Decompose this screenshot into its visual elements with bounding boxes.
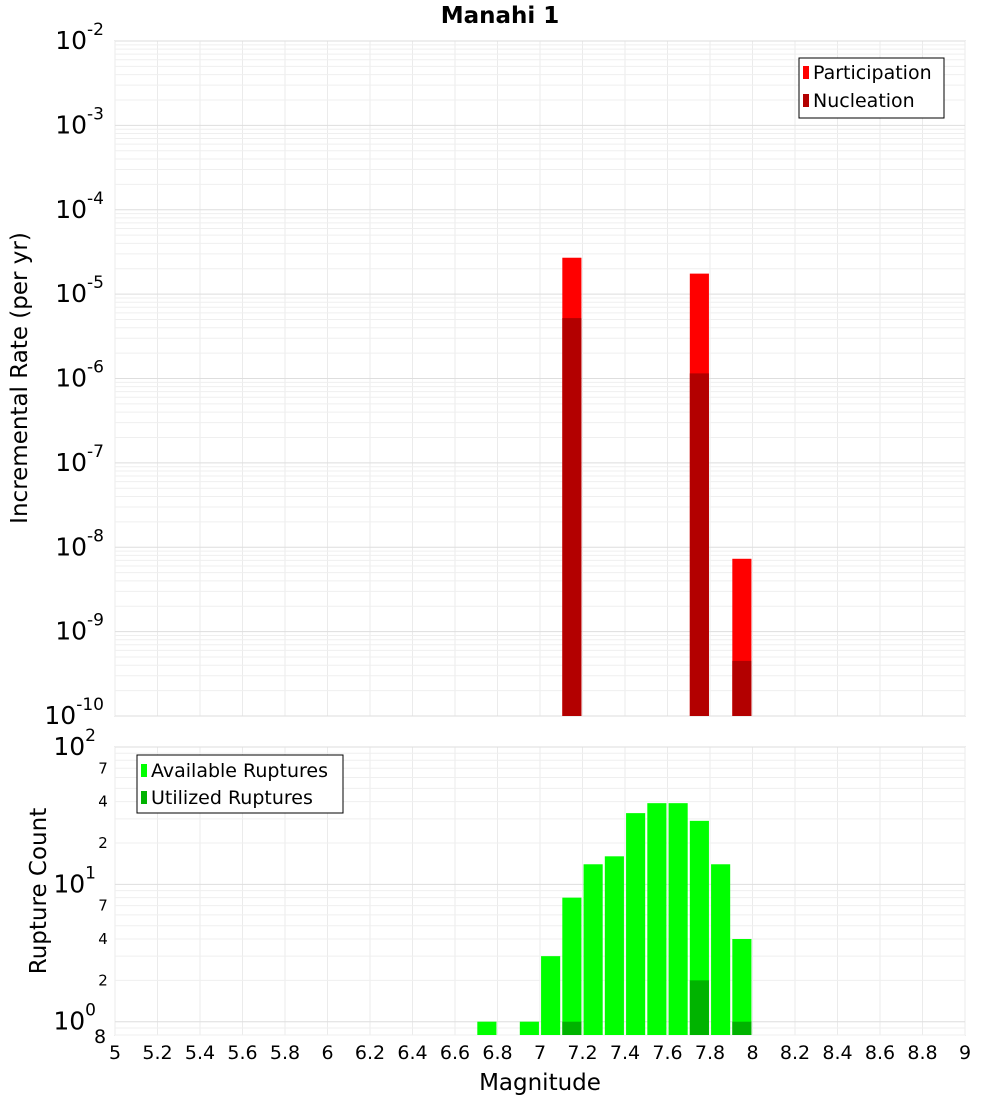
x-tick-label: 5.2 [142,1042,172,1064]
legend-label-available: Available Ruptures [151,760,328,782]
nucleation-bar [732,660,752,716]
legend-label-participation: Participation [813,62,932,84]
bottom-y-min-label: 8 [94,1026,106,1048]
y-tick-label-minor: 4 [98,930,108,948]
available-ruptures-bar [477,1021,497,1035]
y-tick-label: 10-8 [55,526,104,561]
x-tick-label: 6.8 [482,1042,512,1064]
y-tick-label: 10-4 [55,189,104,224]
y-tick-label: 102 [53,726,96,761]
x-tick-label: 8.6 [865,1042,895,1064]
bottom-legend: Available Ruptures Utilized Ruptures [136,754,344,814]
y-tick-label-minor: 4 [98,793,108,811]
x-tick-label: 7.4 [610,1042,640,1064]
y-tick-label-minor: 7 [98,897,108,915]
incremental-rate-plot: 10-10 10-9 10-8 10-7 10-6 10-5 10-4 10-3 10-2 In… [7,20,966,730]
top-y-axis-label: Incremental Rate (per yr) [7,232,33,524]
x-tick-label: 8.2 [780,1042,810,1064]
available-ruptures-bar [732,939,752,1035]
y-tick-label: 10-9 [55,611,104,646]
x-tick-label: 5 [109,1042,121,1064]
available-ruptures-bar [626,813,646,1035]
x-tick-label: 8.8 [907,1042,937,1064]
y-tick-label: 100 [53,1001,96,1036]
x-tick-label: 5.4 [185,1042,215,1064]
utilized-ruptures-bar [562,1021,582,1035]
available-ruptures-bar [604,856,624,1035]
top-legend: Participation Nucleation [798,57,945,119]
y-tick-label-minor: 2 [98,834,108,852]
x-tick-labels: 5 5.2 5.4 5.6 5.8 6 6.2 6.4 6.6 6.8 7 7.2 7.4 7.6 7.8 8… [109,1042,971,1064]
bottom-bars [477,803,752,1035]
x-tick-label: 8 [746,1042,758,1064]
bottom-y-axis-label: Rupture Count [26,808,52,974]
x-tick-label: 7.2 [567,1042,597,1064]
available-ruptures-bar [711,864,731,1035]
x-tick-label: 5.8 [270,1042,300,1064]
y-tick-label: 10-3 [55,104,104,139]
available-ruptures-bar [519,1021,539,1035]
y-tick-label: 101 [53,863,96,898]
available-ruptures-bar [583,864,603,1035]
x-tick-label: 7.6 [652,1042,682,1064]
nucleation-bar [689,373,709,716]
legend-swatch-available [141,764,147,777]
top-y-tick-labels: 10-10 10-9 10-8 10-7 10-6 10-5 10-4 10-3 10-2 [44,20,104,730]
available-ruptures-bar [541,956,561,1035]
x-tick-label: 7 [534,1042,546,1064]
available-ruptures-bar [647,803,667,1035]
x-tick-label: 6.6 [440,1042,470,1064]
utilized-ruptures-bar [732,1021,752,1035]
x-axis-label: Magnitude [479,1070,601,1096]
y-tick-label: 10-2 [55,20,104,55]
legend-swatch-nucleation [803,94,809,107]
y-tick-label: 10-10 [44,695,104,730]
top-legend-box [798,57,945,119]
y-tick-label: 10-6 [55,358,104,393]
x-tick-label: 6.2 [355,1042,385,1064]
x-tick-label: 6.4 [397,1042,427,1064]
x-tick-label: 5.6 [227,1042,257,1064]
chart-title: Manahi 1 [441,3,560,29]
y-tick-label-minor: 7 [98,759,108,777]
x-tick-label: 8.4 [822,1042,852,1064]
top-bars [562,257,752,716]
utilized-ruptures-bar [689,980,709,1035]
available-ruptures-bar [562,897,582,1035]
y-tick-label: 10-5 [55,273,104,308]
y-tick-label: 10-7 [55,442,104,477]
legend-swatch-participation [803,66,809,79]
x-tick-label: 7.8 [695,1042,725,1064]
available-ruptures-bar [668,803,688,1035]
top-grid [114,40,966,717]
legend-label-nucleation: Nucleation [813,90,915,112]
legend-swatch-utilized [141,791,147,804]
x-tick-label: 9 [959,1042,971,1064]
legend-label-utilized: Utilized Ruptures [151,787,313,809]
bottom-legend-box [136,754,344,814]
y-tick-label-minor: 2 [98,971,108,989]
x-tick-label: 6 [321,1042,333,1064]
nucleation-bar [562,318,582,716]
